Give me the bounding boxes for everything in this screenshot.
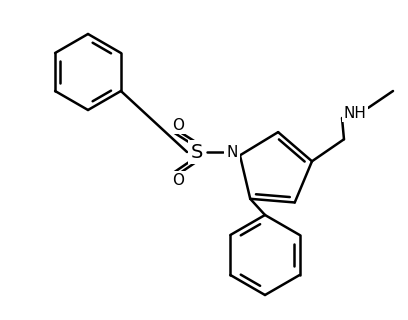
Text: O: O xyxy=(172,117,184,132)
Text: NH: NH xyxy=(344,106,366,121)
Text: O: O xyxy=(172,172,184,188)
Text: S: S xyxy=(191,142,203,162)
Text: N: N xyxy=(226,145,238,159)
